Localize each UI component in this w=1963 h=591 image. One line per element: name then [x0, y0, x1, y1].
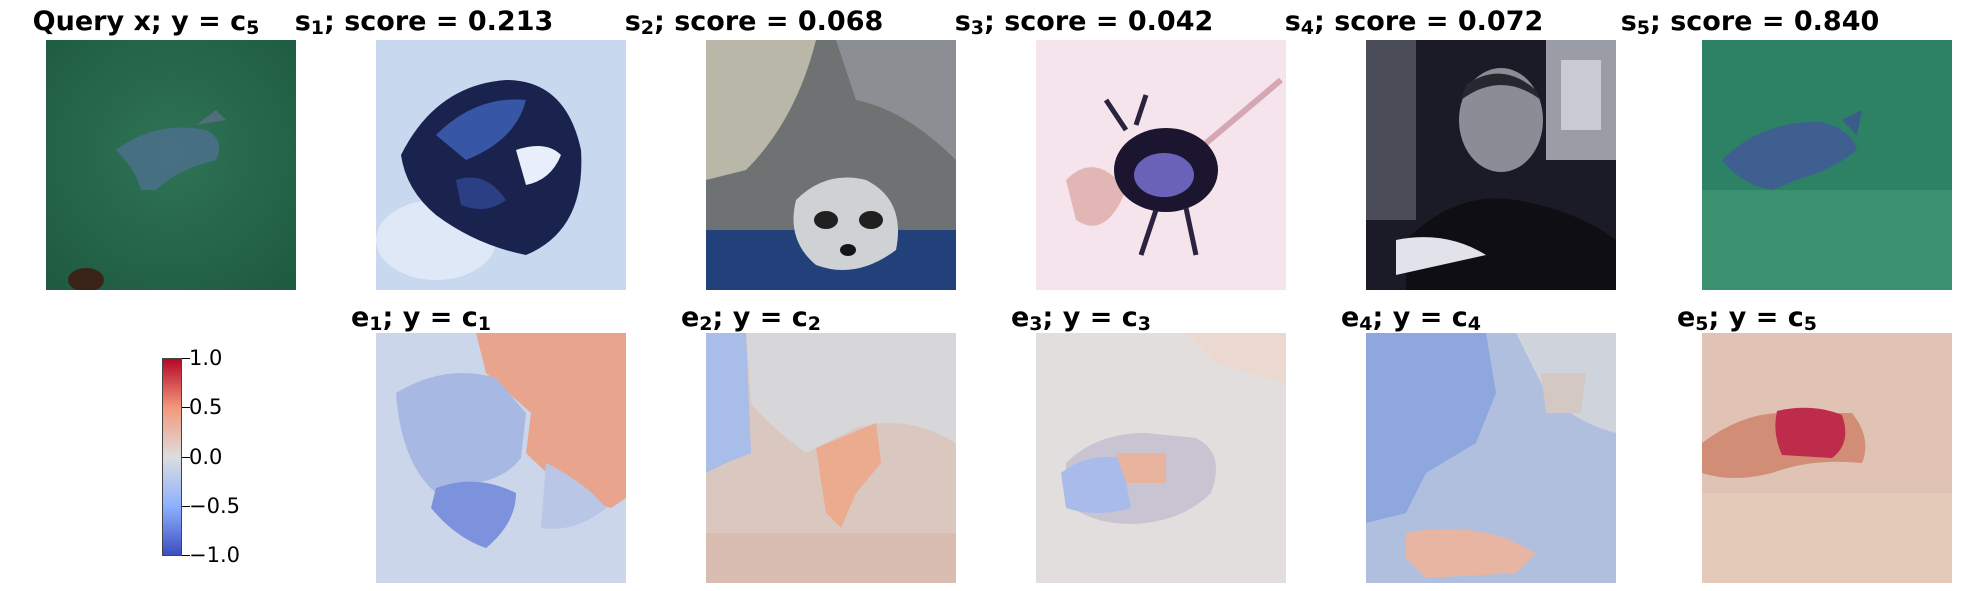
e1-map [376, 333, 626, 583]
colorbar-tick [182, 506, 190, 507]
e1-title: e1; y = c1 [350, 302, 492, 335]
colorbar-tick [182, 358, 190, 359]
colorbar-tick [182, 555, 190, 556]
s5-score: 0.840 [1793, 6, 1880, 37]
e2-map [706, 333, 956, 583]
s1-title: s1; score = 0.213 [294, 6, 554, 39]
query-title: Query x; y = c5 [32, 6, 260, 39]
colorbar-tick [182, 457, 190, 458]
colorbar-tick-label: 0.0 [189, 445, 223, 469]
e4-map [1366, 333, 1616, 583]
s3-title: s3; score = 0.042 [954, 6, 1214, 39]
s2-title: s2; score = 0.068 [624, 6, 884, 39]
s2-image [706, 40, 956, 290]
s4-title: s4; score = 0.072 [1284, 6, 1544, 39]
colorbar [162, 358, 182, 556]
s5-title: s5; score = 0.840 [1620, 6, 1880, 39]
s1-image [376, 40, 626, 290]
colorbar-tick-label: 1.0 [189, 346, 223, 370]
colorbar-tick-label: −0.5 [189, 494, 240, 518]
e3-map [1036, 333, 1286, 583]
e4-title: e4; y = c4 [1340, 302, 1482, 335]
s3-image [1036, 40, 1286, 290]
s5-image [1702, 40, 1952, 290]
e5-title: e5; y = c5 [1676, 302, 1818, 335]
colorbar-tick-label: 0.5 [189, 395, 223, 419]
e2-title: e2; y = c2 [680, 302, 822, 335]
s2-score: 0.068 [797, 6, 884, 37]
colorbar-tick-label: −1.0 [189, 543, 240, 567]
s3-score: 0.042 [1127, 6, 1214, 37]
query-image [46, 40, 296, 290]
e5-map [1702, 333, 1952, 583]
e3-title: e3; y = c3 [1010, 302, 1152, 335]
s4-score: 0.072 [1457, 6, 1544, 37]
colorbar-tick [182, 407, 190, 408]
s1-score: 0.213 [467, 6, 554, 37]
s4-image [1366, 40, 1616, 290]
